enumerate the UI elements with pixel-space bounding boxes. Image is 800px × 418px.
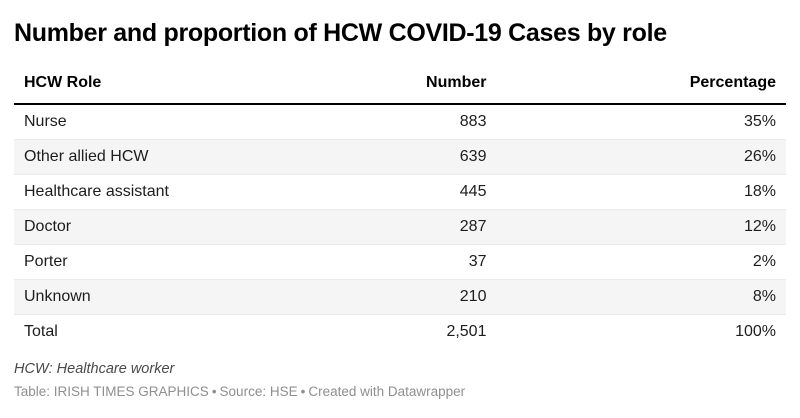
cell-role: Total — [24, 323, 58, 341]
bullet-separator: • — [211, 384, 217, 400]
cell-number: 2,501 — [446, 323, 487, 341]
hcw-cases-table: HCW Role Number Percentage Nurse 883 35%… — [14, 65, 786, 349]
datawrapper-table-graphic: Number and proportion of HCW COVID-19 Ca… — [14, 19, 786, 399]
column-header-role: HCW Role — [14, 65, 323, 106]
source-credit: Source: HSE — [219, 384, 298, 400]
table-row: Unknown 210 8% — [14, 279, 786, 316]
table-row: Nurse 883 35% — [14, 104, 786, 141]
cell-number: 210 — [322, 279, 497, 316]
cell-percentage: 35% — [496, 104, 786, 141]
cell-role: Other allied HCW — [14, 139, 323, 176]
cell-number: 37 — [322, 244, 497, 281]
cell-number: 883 — [322, 104, 497, 141]
cell-role: Healthcare assistant — [14, 174, 323, 211]
column-header-percentage: Percentage — [496, 65, 786, 106]
cell-percentage: 26% — [496, 139, 786, 176]
cell-number: 287 — [322, 209, 497, 246]
table-row: Doctor 287 12% — [14, 209, 786, 246]
table-row: Healthcare assistant 445 18% — [14, 174, 786, 211]
cell-role: Unknown — [14, 279, 323, 316]
cell-number: 445 — [322, 174, 497, 211]
table-credit: Table: IRISH TIMES GRAPHICS — [14, 384, 209, 400]
cell-role: Nurse — [14, 104, 323, 141]
cell-percentage: 12% — [496, 209, 786, 246]
column-header-number: Number — [322, 65, 497, 106]
footnote: HCW: Healthcare worker — [14, 361, 175, 378]
datawrapper-credit-link[interactable]: Created with Datawrapper — [308, 384, 466, 400]
cell-number: 639 — [322, 139, 497, 176]
cell-role: Doctor — [14, 209, 323, 246]
table-row: Porter 37 2% — [14, 244, 786, 281]
cell-percentage: 18% — [496, 174, 786, 211]
cell-percentage: 8% — [496, 279, 786, 316]
attribution: Table: IRISH TIMES GRAPHICS • Source: HSE •… — [14, 384, 786, 399]
cell-percentage: 100% — [735, 323, 776, 341]
bullet-separator: • — [300, 384, 306, 400]
table-header-row: HCW Role Number Percentage — [14, 65, 786, 106]
page-title: Number and proportion of HCW COVID-19 Ca… — [14, 19, 667, 47]
table-row: Other allied HCW 639 26% — [14, 139, 786, 176]
cell-percentage: 2% — [496, 244, 786, 281]
cell-role: Porter — [14, 244, 323, 281]
table-row-total: Total 2,501 100% — [14, 315, 786, 350]
